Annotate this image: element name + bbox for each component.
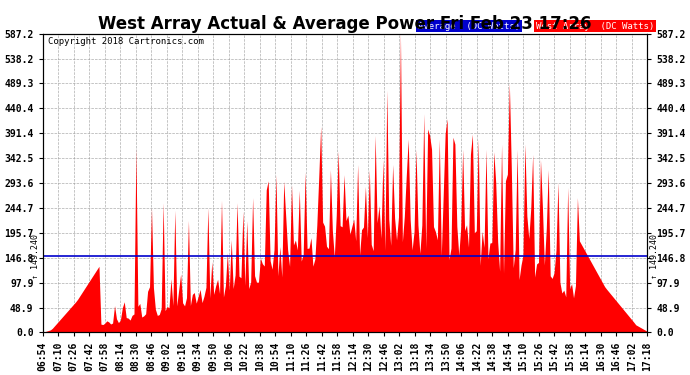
Text: Average  (DC Watts): Average (DC Watts) (417, 22, 520, 31)
Text: West Array  (DC Watts): West Array (DC Watts) (535, 22, 654, 31)
Text: ↑ 149.240: ↑ 149.240 (30, 234, 39, 279)
Text: Copyright 2018 Cartronics.com: Copyright 2018 Cartronics.com (48, 38, 204, 46)
Title: West Array Actual & Average Power Fri Feb 23 17:26: West Array Actual & Average Power Fri Fe… (98, 15, 592, 33)
Text: ↑ 149.240: ↑ 149.240 (651, 234, 660, 279)
